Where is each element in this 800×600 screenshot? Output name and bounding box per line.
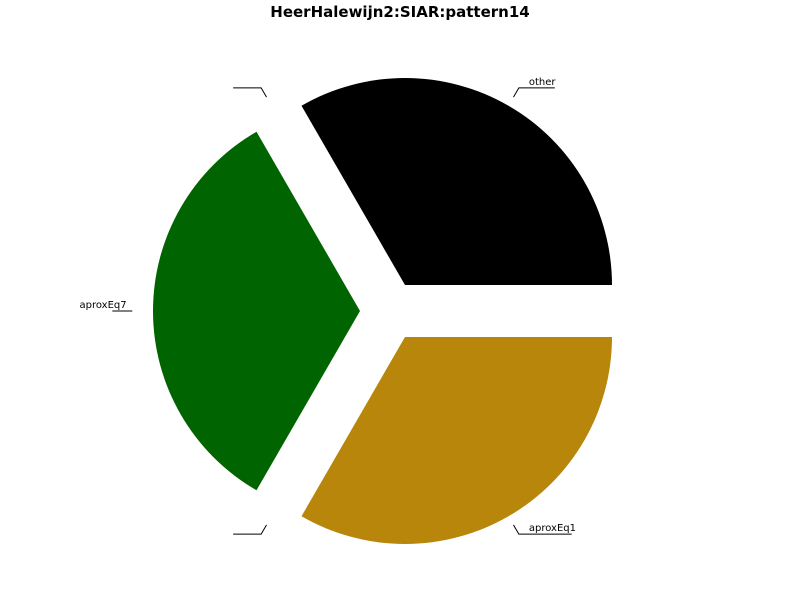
slice-label-other: other (529, 77, 557, 88)
pie-slice-aproxEq7 (153, 131, 360, 491)
pie-slice-other (301, 78, 612, 286)
leader-line-aproxEq1 (513, 524, 572, 535)
leader-line-empty-3 (233, 524, 267, 535)
leader-line-empty-1 (233, 87, 267, 98)
slice-label-aproxEq1: aproxEq1 (529, 523, 576, 534)
chart-title: HeerHalewijn2:SIAR:pattern14 (270, 3, 530, 21)
pie-slice-aproxEq1 (301, 336, 612, 544)
leader-line-other (513, 87, 555, 98)
slice-label-aproxEq7: aproxEq7 (80, 300, 127, 311)
pie-slices (153, 78, 612, 544)
pie-labels: other aproxEq7 aproxEq1 (80, 77, 576, 535)
